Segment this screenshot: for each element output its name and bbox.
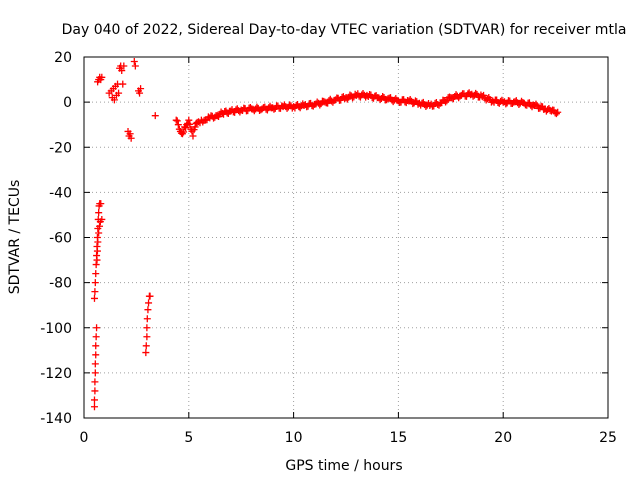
data-point: [199, 118, 207, 126]
data-point: [142, 349, 150, 357]
data-point: [120, 62, 128, 70]
y-tick-label: -80: [49, 276, 72, 292]
data-point: [91, 288, 99, 296]
data-point: [174, 121, 182, 129]
y-tick-label: -20: [49, 140, 72, 156]
x-tick-label: 10: [285, 430, 303, 446]
data-point: [96, 222, 104, 230]
data-point: [92, 351, 100, 359]
data-point: [182, 124, 190, 132]
data-point: [91, 369, 99, 377]
data-point: [91, 378, 99, 386]
data-point: [92, 261, 100, 269]
data-point: [93, 247, 101, 255]
data-point: [130, 58, 138, 66]
data-point: [110, 96, 118, 104]
data-point: [127, 134, 135, 142]
data-point: [144, 306, 152, 314]
data-point: [472, 89, 480, 97]
data-point: [146, 292, 154, 300]
data-point: [532, 100, 540, 108]
data-point: [97, 200, 105, 208]
data-point: [316, 101, 324, 109]
x-axis-title: GPS time / hours: [285, 458, 402, 474]
data-point: [455, 94, 463, 102]
data-point: [172, 116, 180, 124]
data-point: [118, 67, 126, 75]
chart-title: Day 040 of 2022, Sidereal Day-to-day VTE…: [62, 22, 627, 38]
y-tick-label: -120: [40, 366, 72, 382]
data-point: [115, 89, 123, 97]
data-point: [349, 94, 357, 102]
y-tick-label: -140: [40, 411, 72, 427]
data-point: [151, 112, 159, 120]
data-point: [142, 342, 150, 350]
y-axis-ticks: -140 -120 -100 -80 -60 -40 -20 0 20: [40, 50, 608, 427]
data-point: [94, 238, 102, 246]
x-tick-label: 15: [389, 430, 407, 446]
data-point: [92, 333, 100, 341]
data-point: [126, 130, 134, 138]
data-point: [96, 218, 104, 226]
data-point: [143, 324, 151, 332]
data-point: [136, 89, 144, 97]
data-point: [95, 209, 103, 217]
data-point: [185, 116, 193, 124]
data-point: [91, 360, 99, 368]
data-point: [518, 97, 526, 105]
data-point: [93, 256, 101, 264]
data-point: [551, 109, 559, 117]
data-point: [180, 128, 188, 136]
y-tick-label: -60: [49, 231, 72, 247]
data-point: [93, 324, 101, 332]
data-point: [90, 294, 98, 302]
y-tick-label: 20: [54, 50, 72, 66]
data-point: [92, 270, 100, 278]
data-point: [143, 315, 151, 323]
x-tick-label: 5: [184, 430, 193, 446]
data-point: [256, 107, 264, 115]
x-axis-ticks: 0 5 10 15 20 25: [80, 57, 617, 446]
y-tick-label: 0: [63, 95, 72, 111]
data-point: [119, 80, 127, 88]
y-tick-label: -40: [49, 185, 72, 201]
data-point: [186, 120, 194, 128]
data-point: [434, 100, 442, 108]
data-point: [143, 333, 151, 341]
data-point: [90, 403, 98, 411]
data-point: [95, 229, 103, 237]
data-point: [145, 299, 153, 307]
x-tick-label: 20: [494, 430, 512, 446]
data-point: [189, 132, 197, 140]
data-point: [91, 279, 99, 287]
data-point: [266, 102, 274, 110]
data-points: [90, 58, 562, 411]
data-point: [131, 62, 139, 70]
data-point: [92, 342, 100, 350]
data-point: [552, 110, 560, 118]
data-point: [91, 387, 99, 395]
data-point: [442, 98, 450, 106]
x-tick-label: 0: [80, 430, 89, 446]
plot-frame: [83, 56, 609, 419]
y-tick-label: -100: [40, 321, 72, 337]
data-point: [98, 73, 106, 81]
y-axis-title: SDTVAR / TECUs: [7, 180, 23, 295]
data-point: [90, 396, 98, 404]
grid-lines: [84, 57, 608, 418]
x-tick-label: 25: [599, 430, 617, 446]
data-point: [137, 85, 145, 93]
data-point: [443, 97, 451, 105]
data-point: [190, 126, 198, 134]
data-point: [173, 117, 181, 125]
data-point: [210, 114, 218, 122]
